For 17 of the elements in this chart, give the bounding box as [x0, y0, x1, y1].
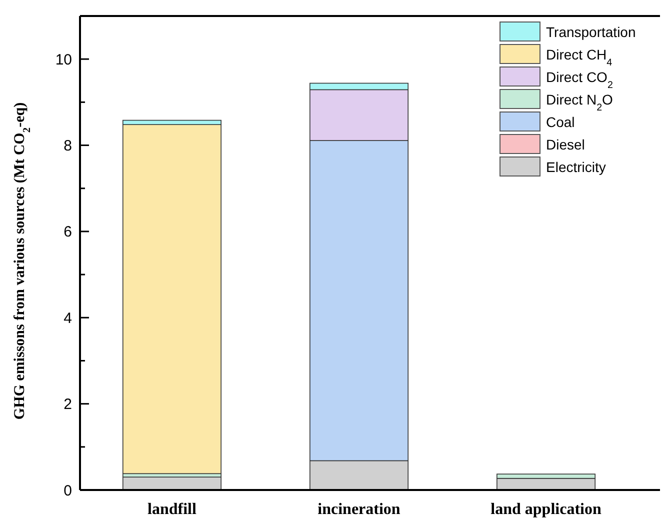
- y-tick-label: 2: [64, 396, 72, 414]
- y-tick-label: 8: [64, 138, 72, 155]
- y-tick-label: 0: [64, 482, 72, 500]
- x-tick-label: landfill: [148, 501, 197, 518]
- y-tick-label: 10: [55, 51, 72, 68]
- x-tick-label: incineration: [318, 501, 400, 518]
- legend-label: Coal: [546, 114, 575, 130]
- legend-label: Transportation: [546, 24, 636, 40]
- legend-label: Direct N$_{2}$O: [546, 92, 614, 113]
- y-tick-label: 4: [64, 310, 72, 327]
- y-tick-label: 6: [64, 224, 72, 241]
- legend-label: Direct CO$_{2}$: [546, 69, 613, 90]
- legend-label: Direct CH$_{4}$: [546, 46, 613, 68]
- legend-label: Diesel: [546, 136, 585, 152]
- bar: [122, 124, 222, 474]
- legend-label: Electricity: [546, 159, 606, 175]
- x-tick-label: land application: [490, 501, 602, 518]
